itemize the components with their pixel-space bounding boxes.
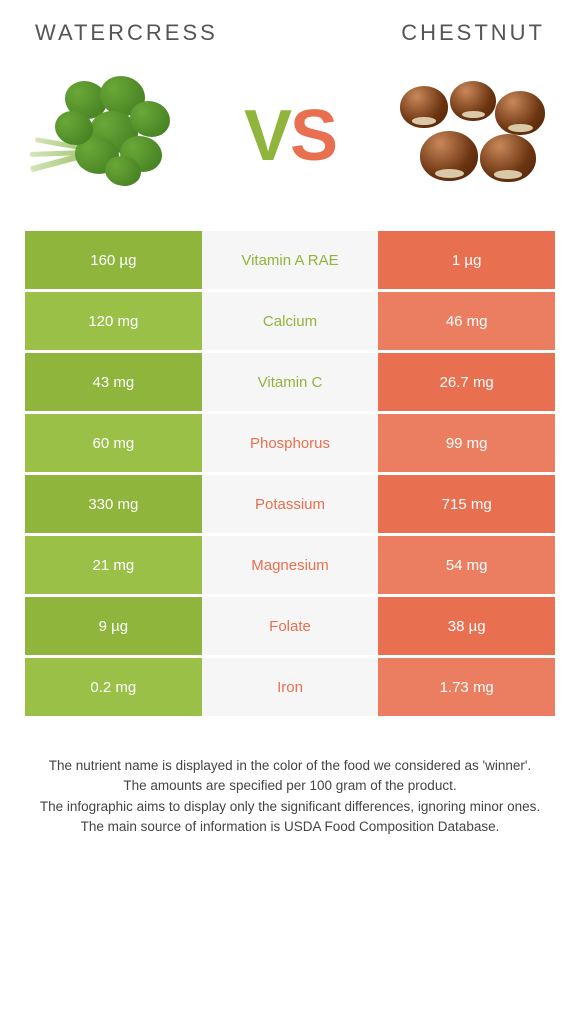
cell-nutrient-name: Potassium <box>202 475 379 533</box>
cell-right-value: 54 mg <box>378 536 555 594</box>
cell-nutrient-name: Folate <box>202 597 379 655</box>
cell-left-value: 9 µg <box>25 597 202 655</box>
cell-right-value: 99 mg <box>378 414 555 472</box>
watercress-image <box>25 71 185 201</box>
cell-nutrient-name: Phosphorus <box>202 414 379 472</box>
cell-left-value: 160 µg <box>25 231 202 289</box>
footer-line-4: The main source of information is USDA F… <box>30 817 550 837</box>
chestnut-image <box>395 71 555 201</box>
nutrient-table: 160 µgVitamin A RAE1 µg120 mgCalcium46 m… <box>25 231 555 716</box>
cell-nutrient-name: Calcium <box>202 292 379 350</box>
title-left: Watercress <box>35 20 218 46</box>
cell-left-value: 60 mg <box>25 414 202 472</box>
table-row: 43 mgVitamin C26.7 mg <box>25 353 555 411</box>
cell-right-value: 1 µg <box>378 231 555 289</box>
cell-right-value: 38 µg <box>378 597 555 655</box>
table-row: 120 mgCalcium46 mg <box>25 292 555 350</box>
cell-nutrient-name: Magnesium <box>202 536 379 594</box>
table-row: 21 mgMagnesium54 mg <box>25 536 555 594</box>
footer-line-1: The nutrient name is displayed in the co… <box>30 756 550 776</box>
cell-right-value: 715 mg <box>378 475 555 533</box>
table-row: 60 mgPhosphorus99 mg <box>25 414 555 472</box>
visual-row: VS <box>25 61 555 231</box>
table-row: 160 µgVitamin A RAE1 µg <box>25 231 555 289</box>
title-right: Chestnut <box>401 20 545 46</box>
cell-left-value: 0.2 mg <box>25 658 202 716</box>
vs-label: VS <box>244 95 336 177</box>
cell-nutrient-name: Iron <box>202 658 379 716</box>
cell-left-value: 43 mg <box>25 353 202 411</box>
header-row: Watercress Chestnut <box>25 20 555 61</box>
cell-left-value: 120 mg <box>25 292 202 350</box>
vs-s: S <box>290 96 336 176</box>
table-row: 330 mgPotassium715 mg <box>25 475 555 533</box>
cell-nutrient-name: Vitamin A RAE <box>202 231 379 289</box>
cell-left-value: 21 mg <box>25 536 202 594</box>
footer-line-2: The amounts are specified per 100 gram o… <box>30 776 550 796</box>
cell-right-value: 46 mg <box>378 292 555 350</box>
cell-left-value: 330 mg <box>25 475 202 533</box>
footer-line-3: The infographic aims to display only the… <box>30 797 550 817</box>
table-row: 0.2 mgIron1.73 mg <box>25 658 555 716</box>
cell-right-value: 26.7 mg <box>378 353 555 411</box>
vs-v: V <box>244 96 290 176</box>
cell-right-value: 1.73 mg <box>378 658 555 716</box>
cell-nutrient-name: Vitamin C <box>202 353 379 411</box>
footer-notes: The nutrient name is displayed in the co… <box>25 756 555 837</box>
table-row: 9 µgFolate38 µg <box>25 597 555 655</box>
